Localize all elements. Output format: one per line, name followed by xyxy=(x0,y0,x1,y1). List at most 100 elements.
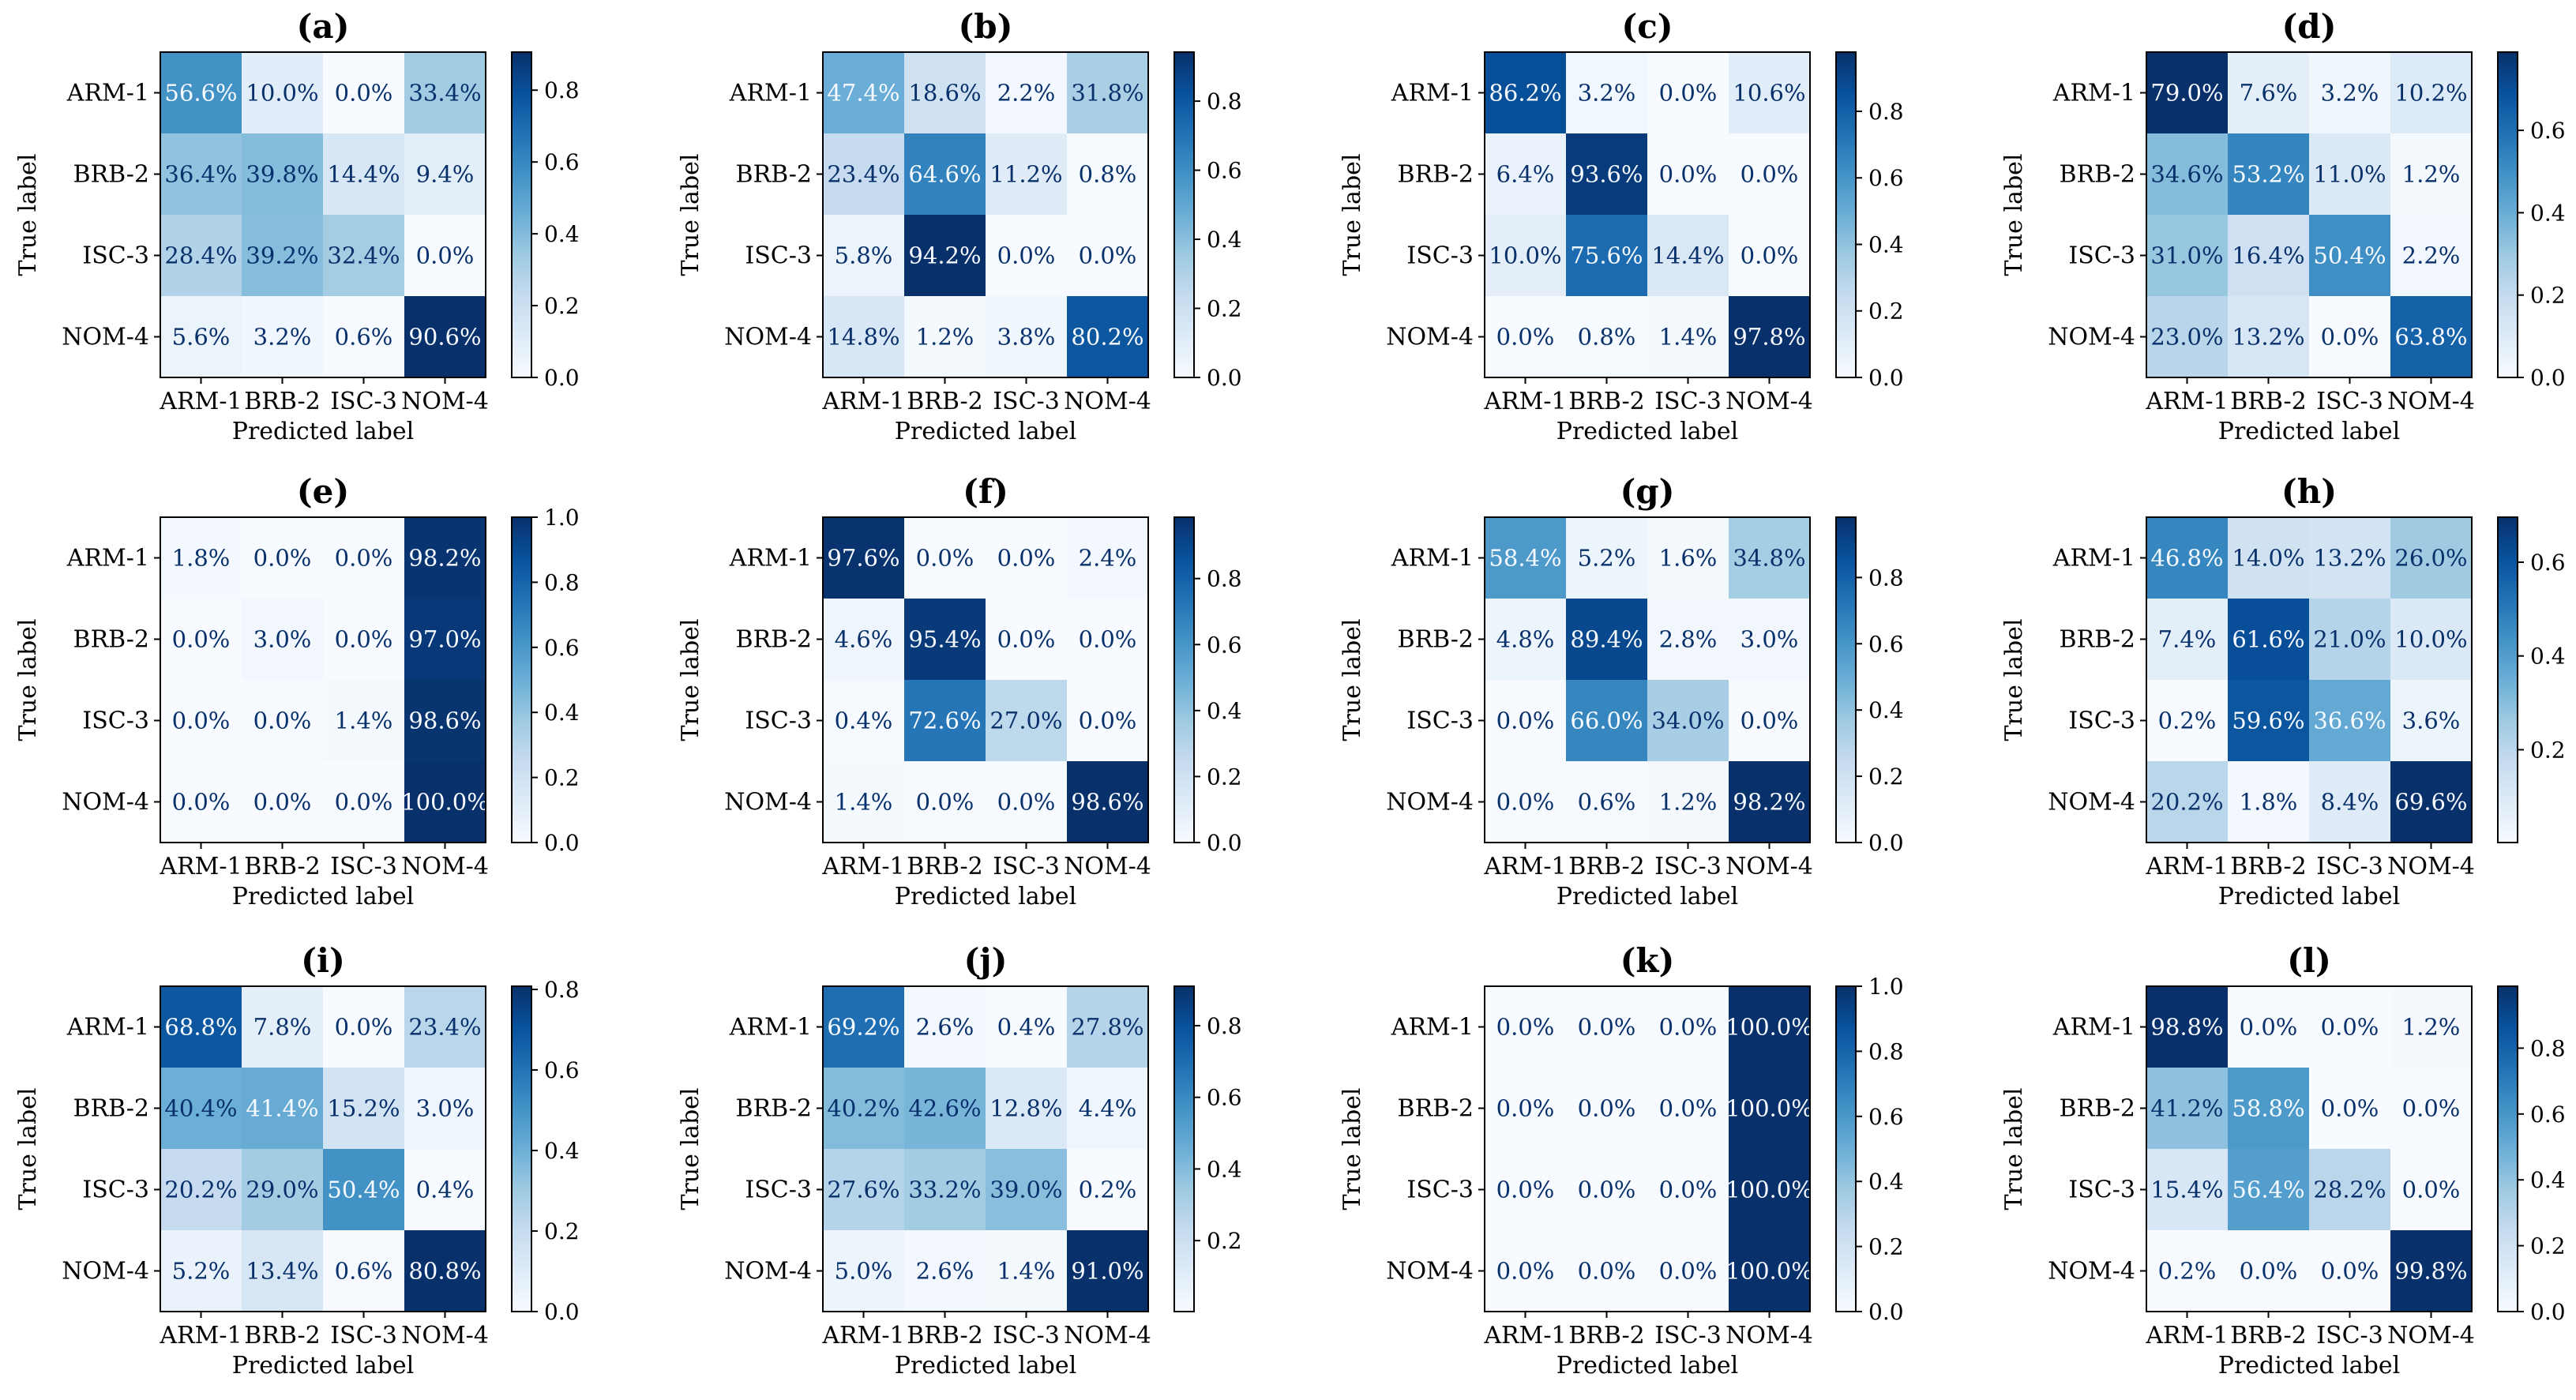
cell-value: 42.6% xyxy=(908,1095,981,1122)
matrix-cell xyxy=(1729,680,1810,761)
colorbar-tick-label: 0.8 xyxy=(1207,88,1242,114)
cell-value: 47.4% xyxy=(827,80,899,107)
matrix-cell xyxy=(1647,517,1729,599)
matrix-cell xyxy=(2309,517,2390,599)
x-axis-label: Predicted label xyxy=(2218,883,2400,910)
cell-value: 1.2% xyxy=(2402,1014,2461,1041)
matrix-cell xyxy=(986,517,1067,599)
y-axis-label: True label xyxy=(2000,619,2028,741)
x-tick-label: BRB-2 xyxy=(1568,1322,1644,1349)
cell-value: 41.4% xyxy=(246,1095,318,1122)
matrix-cell xyxy=(323,1149,404,1230)
cell-value: 98.2% xyxy=(1733,789,1805,816)
panel-l: (l) 98.8% 0.0% 0.0% 1.2% 41.2% 58.8% 0.0% 0.0% 15… xyxy=(2000,941,2566,1379)
matrix-cell xyxy=(2146,296,2228,377)
x-tick-label: BRB-2 xyxy=(244,388,320,415)
y-tick-label: BRB-2 xyxy=(1398,1095,1474,1123)
y-tick-label: ISC-3 xyxy=(1406,1177,1474,1204)
matrix-cell xyxy=(242,1068,323,1149)
matrix-cell xyxy=(404,133,486,215)
x-tick-label: ISC-3 xyxy=(330,388,397,415)
cell-value: 0.0% xyxy=(172,626,231,653)
y-axis-label: True label xyxy=(1339,1088,1366,1210)
cell-value: 0.0% xyxy=(1659,80,1718,107)
x-tick-label: NOM-4 xyxy=(2387,853,2475,880)
cell-value: 0.0% xyxy=(1496,1095,1555,1122)
matrix-cell xyxy=(1729,1149,1810,1230)
cell-value: 4.4% xyxy=(1079,1095,1137,1122)
cell-value: 14.4% xyxy=(327,161,400,188)
x-tick-label: ARM-1 xyxy=(821,1322,904,1349)
matrix-cell xyxy=(1485,680,1566,761)
cell-value: 36.4% xyxy=(164,161,237,188)
x-tick-label: BRB-2 xyxy=(244,1322,320,1349)
x-tick-label: ARM-1 xyxy=(2145,853,2228,880)
cell-value: 100.0% xyxy=(401,789,489,816)
cell-value: 0.0% xyxy=(2321,1095,2379,1122)
x-tick-label: BRB-2 xyxy=(907,1322,982,1349)
colorbar xyxy=(1173,985,1195,1312)
cell-value: 10.2% xyxy=(2394,80,2467,107)
matrix-cell xyxy=(823,986,904,1068)
cell-value: 0.0% xyxy=(1496,324,1555,351)
cell-value: 15.4% xyxy=(2150,1177,2223,1203)
panel-title: (c) xyxy=(1621,7,1673,46)
cell-value: 0.0% xyxy=(1496,1014,1555,1041)
matrix-cell xyxy=(404,517,486,599)
y-tick-label: NOM-4 xyxy=(62,324,149,351)
matrix-cell xyxy=(1647,1230,1729,1312)
y-tick-label: BRB-2 xyxy=(1398,626,1474,654)
cell-value: 0.8% xyxy=(1578,324,1636,351)
matrix-cell xyxy=(323,680,404,761)
matrix-cell xyxy=(904,52,986,133)
matrix-cell xyxy=(2146,215,2228,296)
x-axis-label: Predicted label xyxy=(1556,1352,1738,1379)
cell-value: 23.0% xyxy=(2150,324,2223,351)
cell-value: 4.8% xyxy=(1496,626,1555,653)
matrix-frame xyxy=(2146,51,2473,378)
cell-value: 0.0% xyxy=(1079,708,1137,734)
cell-value: 29.0% xyxy=(246,1177,318,1203)
cell-value: 27.6% xyxy=(827,1177,899,1203)
cell-value: 63.8% xyxy=(2394,324,2467,351)
matrix-cell xyxy=(1566,296,1647,377)
cell-value: 0.0% xyxy=(335,1014,393,1041)
cell-value: 75.6% xyxy=(1570,242,1643,269)
matrix-cell xyxy=(986,52,1067,133)
cell-value: 39.8% xyxy=(246,161,318,188)
y-tick-label: ARM-1 xyxy=(2052,80,2135,107)
matrix-cell xyxy=(404,1068,486,1149)
matrix-cell xyxy=(1647,599,1729,680)
matrix-cell xyxy=(1485,296,1566,377)
matrix-cell xyxy=(1067,1230,1148,1312)
matrix-cell xyxy=(986,599,1067,680)
x-tick-label: ISC-3 xyxy=(1654,1322,1722,1349)
matrix-cell xyxy=(160,1068,242,1149)
y-axis-label: True label xyxy=(14,619,42,741)
matrix-cell xyxy=(242,599,323,680)
matrix-cell xyxy=(242,680,323,761)
colorbar-tick-label: 0.6 xyxy=(1207,1085,1242,1111)
cell-value: 2.4% xyxy=(1079,545,1137,572)
matrix-cell xyxy=(2390,517,2472,599)
cell-value: 0.0% xyxy=(1740,708,1799,734)
cell-value: 15.2% xyxy=(327,1095,400,1122)
cell-value: 34.0% xyxy=(1651,708,1724,734)
panel-title: (h) xyxy=(2281,472,2337,511)
y-tick-label: BRB-2 xyxy=(736,1095,812,1123)
colorbar-tick-label: 0.0 xyxy=(544,365,580,391)
colorbar-tick-label: 0.2 xyxy=(2530,1233,2566,1259)
matrix-cell xyxy=(1067,761,1148,843)
cell-value: 0.0% xyxy=(1578,1258,1636,1285)
x-tick-label: ISC-3 xyxy=(993,853,1060,880)
colorbar-tick-label: 0.8 xyxy=(1868,565,1904,591)
matrix-cell xyxy=(2146,761,2228,843)
cell-value: 33.2% xyxy=(908,1177,981,1203)
x-tick-label: ISC-3 xyxy=(2316,388,2383,415)
panel-b: (b) 47.4% 18.6% 2.2% 31.8% 23.4% 64.6% 11.2% 0.8… xyxy=(677,7,1242,445)
matrix-frame xyxy=(160,51,486,378)
y-tick-label: BRB-2 xyxy=(2060,626,2135,654)
y-tick-label: NOM-4 xyxy=(1386,789,1474,816)
cell-value: 0.4% xyxy=(416,1177,475,1203)
cell-value: 12.8% xyxy=(989,1095,1062,1122)
